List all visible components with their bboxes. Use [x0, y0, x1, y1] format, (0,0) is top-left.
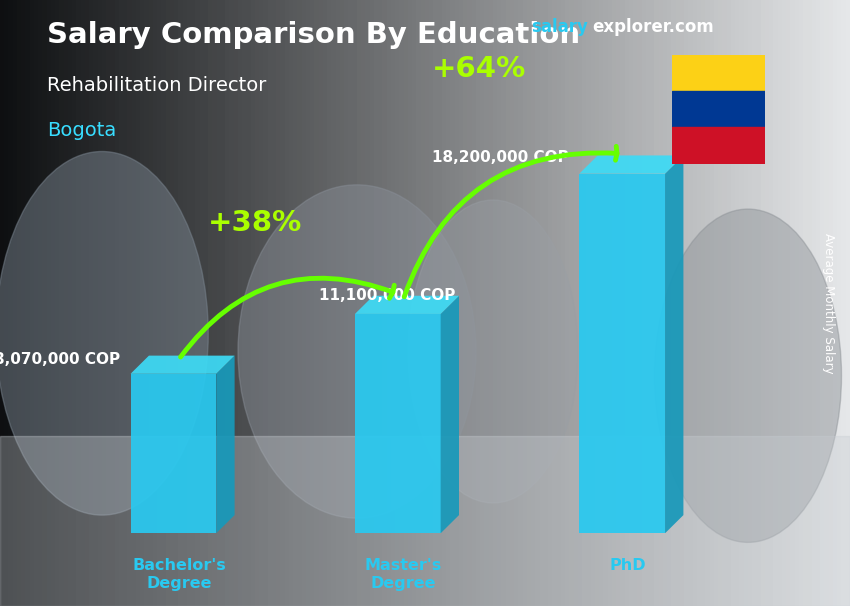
- Polygon shape: [355, 296, 459, 314]
- Polygon shape: [665, 156, 683, 533]
- Text: 11,100,000 COP: 11,100,000 COP: [320, 288, 456, 302]
- Ellipse shape: [0, 152, 208, 515]
- Ellipse shape: [654, 209, 842, 542]
- Text: Bogota: Bogota: [47, 121, 116, 140]
- Polygon shape: [440, 296, 459, 533]
- Bar: [0, 436, 850, 606]
- Text: PhD: PhD: [609, 558, 646, 573]
- Text: +64%: +64%: [433, 55, 526, 83]
- Bar: [672, 91, 765, 127]
- Text: Rehabilitation Director: Rehabilitation Director: [47, 76, 266, 95]
- Bar: [672, 55, 765, 91]
- Polygon shape: [131, 356, 235, 374]
- Polygon shape: [580, 156, 683, 174]
- Text: 8,070,000 COP: 8,070,000 COP: [0, 352, 121, 367]
- Text: Salary Comparison By Education: Salary Comparison By Education: [47, 21, 580, 49]
- Ellipse shape: [408, 200, 578, 503]
- Text: explorer.com: explorer.com: [592, 18, 714, 36]
- Polygon shape: [216, 356, 235, 533]
- Text: Bachelor's
Degree: Bachelor's Degree: [132, 558, 226, 591]
- Polygon shape: [131, 374, 216, 533]
- Text: 18,200,000 COP: 18,200,000 COP: [433, 150, 570, 165]
- Ellipse shape: [238, 185, 476, 518]
- Polygon shape: [580, 174, 665, 533]
- Text: salary: salary: [531, 18, 588, 36]
- Text: Master's
Degree: Master's Degree: [365, 558, 442, 591]
- Text: Average Monthly Salary: Average Monthly Salary: [822, 233, 836, 373]
- Text: +38%: +38%: [208, 208, 302, 237]
- Bar: [672, 127, 765, 164]
- Polygon shape: [355, 314, 440, 533]
